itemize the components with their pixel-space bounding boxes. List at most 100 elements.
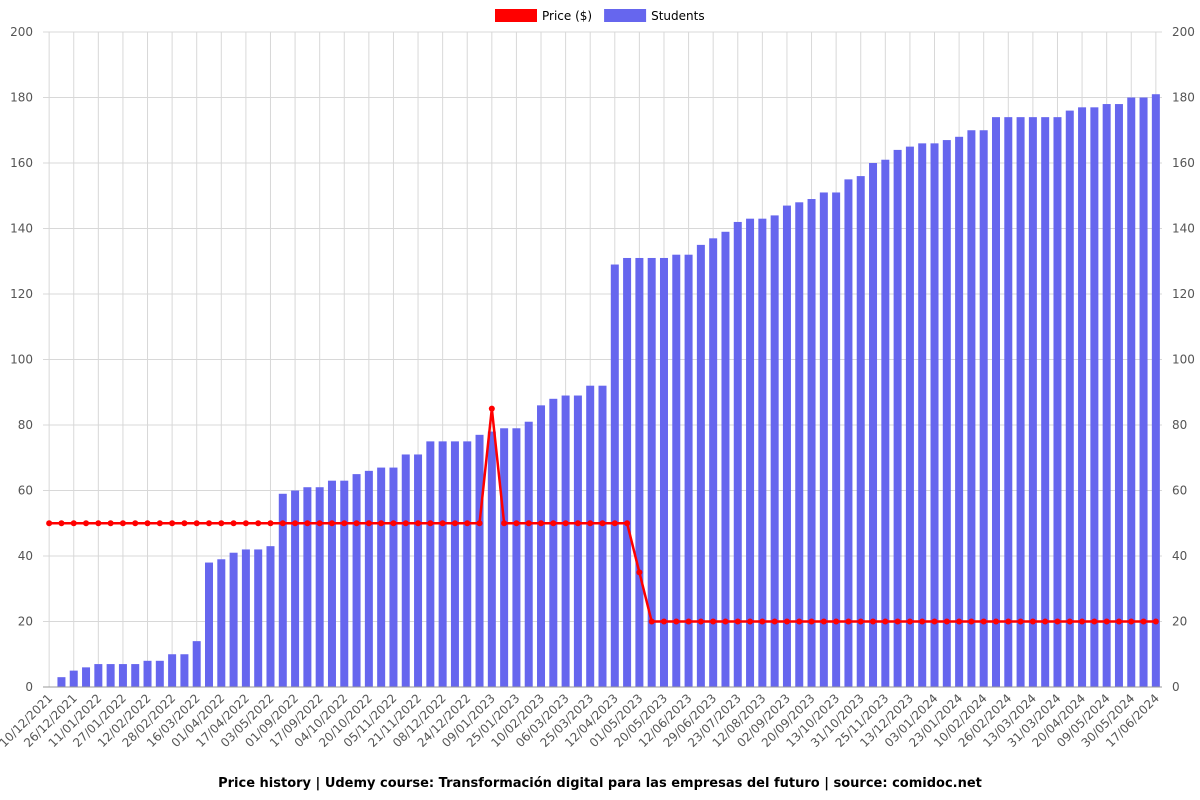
price-point <box>1005 618 1012 625</box>
price-point <box>95 520 102 527</box>
bar <box>401 454 410 687</box>
bar <box>217 559 226 687</box>
bar <box>832 192 841 687</box>
bar <box>414 454 423 687</box>
bar <box>955 136 964 688</box>
bar <box>241 549 250 687</box>
bar <box>131 664 140 687</box>
bar <box>647 257 656 687</box>
price-point <box>943 618 950 625</box>
bar <box>709 238 718 687</box>
bar <box>229 552 238 687</box>
y-tick-label: 140 <box>10 222 33 236</box>
bar <box>1078 107 1087 687</box>
bar <box>537 405 546 687</box>
price-point <box>771 618 778 625</box>
bar <box>733 221 742 687</box>
price-point <box>697 618 704 625</box>
bar <box>881 159 890 688</box>
price-point <box>501 520 508 527</box>
price-point <box>1017 618 1024 625</box>
bar <box>155 660 164 687</box>
price-point <box>574 520 581 527</box>
bar <box>450 441 459 687</box>
price-point <box>341 520 348 527</box>
bar <box>1090 107 1099 687</box>
bar <box>721 231 730 687</box>
price-point <box>304 520 311 527</box>
price-point <box>1042 618 1049 625</box>
price-point <box>365 520 372 527</box>
price-point <box>181 520 188 527</box>
price-point <box>218 520 225 527</box>
price-point <box>83 520 90 527</box>
price-point <box>833 618 840 625</box>
price-point <box>1091 618 1098 625</box>
price-point <box>70 520 77 527</box>
bar <box>905 146 914 687</box>
y2-tick-label: 80 <box>1172 418 1187 432</box>
bar <box>893 149 902 687</box>
bar <box>782 205 791 687</box>
bar <box>364 470 373 687</box>
y-tick-label: 160 <box>10 156 33 170</box>
price-point <box>525 520 532 527</box>
bar <box>573 395 582 687</box>
y-tick-label: 20 <box>18 615 33 629</box>
bar <box>659 257 668 687</box>
price-point <box>1152 618 1159 625</box>
y-tick-label: 60 <box>18 484 33 498</box>
price-point <box>1079 618 1086 625</box>
bar <box>1151 94 1160 688</box>
bar <box>254 549 263 687</box>
price-point <box>353 520 360 527</box>
price-point <box>206 520 213 527</box>
bar <box>463 441 472 687</box>
y2-tick-label: 120 <box>1172 287 1195 301</box>
price-point <box>156 520 163 527</box>
bar <box>303 487 312 687</box>
price-point <box>488 405 495 412</box>
price-point <box>587 520 594 527</box>
price-point <box>46 520 53 527</box>
price-point <box>624 520 631 527</box>
price-point <box>292 520 299 527</box>
bar <box>1004 117 1013 687</box>
bar <box>561 395 570 687</box>
price-point <box>894 618 901 625</box>
bar <box>1065 110 1074 688</box>
bar <box>192 641 201 687</box>
bar <box>844 179 853 687</box>
y2-tick-label: 60 <box>1172 484 1187 498</box>
bar <box>623 257 632 687</box>
bar <box>57 677 66 687</box>
bar <box>758 218 767 688</box>
bar <box>266 546 275 687</box>
legend-label: Price ($) <box>542 9 592 23</box>
price-point <box>132 520 139 527</box>
bar <box>598 385 607 687</box>
bar <box>586 385 595 687</box>
price-point <box>390 520 397 527</box>
price-point <box>1103 618 1110 625</box>
price-point <box>820 618 827 625</box>
price-point <box>451 520 458 527</box>
y2-tick-label: 160 <box>1172 156 1195 170</box>
price-point <box>710 618 717 625</box>
price-point <box>636 569 643 576</box>
price-point <box>599 520 606 527</box>
price-point <box>538 520 545 527</box>
price-point <box>931 618 938 625</box>
y-tick-label: 40 <box>18 549 33 563</box>
price-point <box>279 520 286 527</box>
price-point <box>1115 618 1122 625</box>
price-point <box>107 520 114 527</box>
price-point <box>919 618 926 625</box>
y2-tick-label: 200 <box>1172 25 1195 39</box>
price-point <box>845 618 852 625</box>
bar <box>438 441 447 687</box>
bar <box>549 398 558 687</box>
price-point <box>427 520 434 527</box>
price-point <box>267 520 274 527</box>
legend-label: Students <box>651 9 705 23</box>
